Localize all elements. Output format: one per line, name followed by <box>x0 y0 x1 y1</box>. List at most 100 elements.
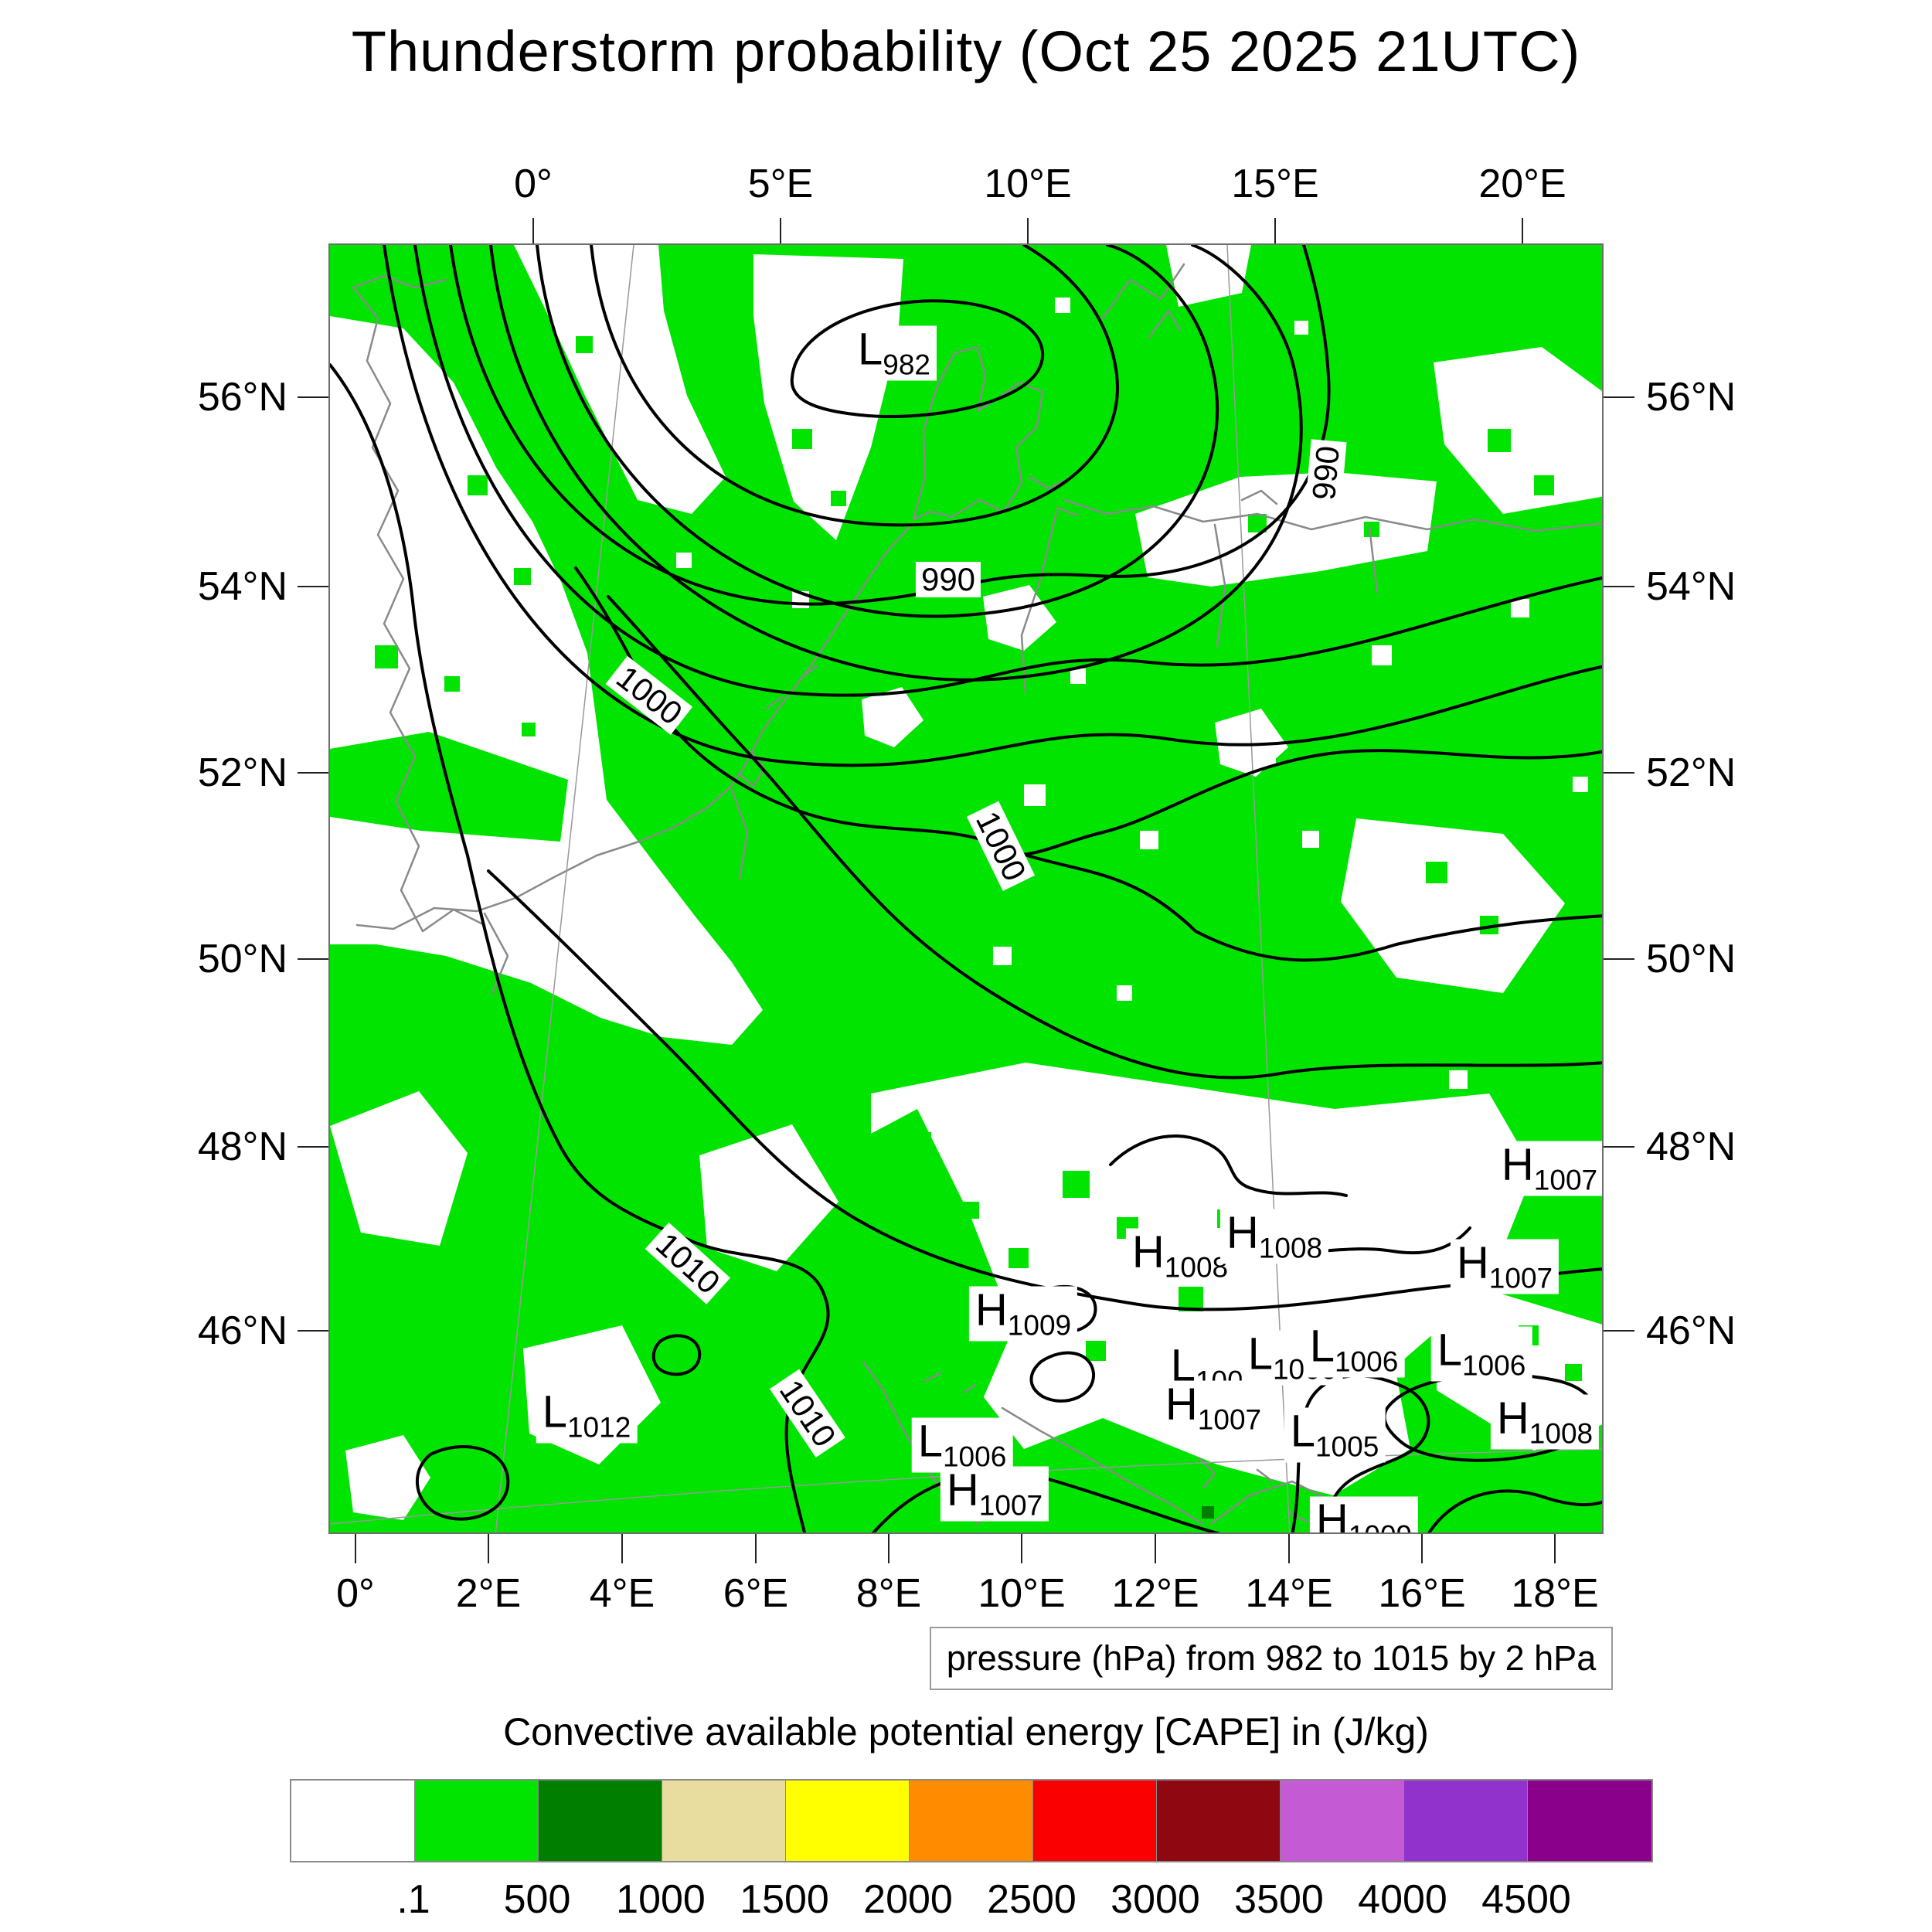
left-axis-tick <box>298 772 328 774</box>
bottom-axis-label: 4°E <box>589 1571 655 1616</box>
pressure-center-letter: L <box>1170 1340 1196 1391</box>
bottom-axis-label: 14°E <box>1245 1571 1333 1616</box>
right-axis-label: 48°N <box>1646 1124 1736 1169</box>
cape-swatch-7 <box>1157 1781 1281 1861</box>
pressure-center-H1008: H1008 <box>1490 1394 1600 1450</box>
left-axis-label: 46°N <box>197 1308 287 1353</box>
bottom-axis-tick <box>1288 1534 1290 1563</box>
pressure-center-H1007: H1007 <box>1158 1379 1268 1436</box>
left-axis-tick <box>298 396 328 398</box>
left-axis-label: 54°N <box>197 564 287 609</box>
bottom-axis-tick <box>755 1534 757 1563</box>
pressure-caption: pressure (hPa) from 982 to 1015 by 2 hPa <box>930 1627 1613 1690</box>
bottom-axis-label: 8°E <box>855 1571 922 1616</box>
left-axis-label: 48°N <box>197 1124 287 1169</box>
top-axis-label: 20°E <box>1478 162 1566 206</box>
pressure-center-value: 1005 <box>1315 1430 1379 1463</box>
cape-colorbar <box>290 1779 1653 1862</box>
cape-swatch-10 <box>1528 1781 1651 1861</box>
cape-swatch-9 <box>1404 1781 1528 1861</box>
cape-swatch-2 <box>539 1781 662 1861</box>
pressure-center-value: 1012 <box>566 1411 631 1444</box>
cape-scale-label: 4500 <box>1481 1877 1571 1922</box>
cape-swatch-6 <box>1033 1781 1157 1861</box>
bottom-axis-label: 16°E <box>1378 1571 1466 1616</box>
cape-swatch-3 <box>662 1781 786 1861</box>
top-axis-tick <box>780 218 781 243</box>
cape-scale-label: 4000 <box>1358 1877 1447 1922</box>
pressure-center-letter: H <box>1165 1379 1198 1430</box>
left-axis-tick <box>298 1330 328 1332</box>
pressure-center-letter: L <box>1309 1321 1335 1372</box>
pressure-center-value: 1006 <box>942 1440 1007 1473</box>
top-axis-label: 5°E <box>747 162 814 206</box>
bottom-axis-tick <box>1155 1534 1156 1563</box>
pressure-center-letter: H <box>1131 1226 1165 1277</box>
pressure-center-H1008: H1008 <box>1125 1226 1235 1284</box>
cape-scale-label: 3500 <box>1234 1877 1324 1922</box>
pressure-center-letter: L <box>917 1416 943 1467</box>
left-axis-tick <box>298 958 328 960</box>
pressure-center-value: 1008 <box>1258 1232 1323 1264</box>
right-axis-tick <box>1604 396 1634 398</box>
right-axis-label: 54°N <box>1646 564 1736 609</box>
right-axis-tick <box>1604 1146 1634 1148</box>
pressure-center-H1007: H1007 <box>1495 1139 1602 1196</box>
top-axis-label: 15°E <box>1231 162 1319 206</box>
pressure-center-letter: L <box>1290 1406 1315 1457</box>
pressure-center-L1005: L1005 <box>1284 1406 1386 1463</box>
weather-map-svg <box>330 245 1602 1532</box>
right-axis-label: 52°N <box>1646 750 1736 795</box>
bottom-axis-label: 2°E <box>455 1571 522 1616</box>
map-panel: 990 990 1000 1000 1010 1010 L982 H1008 H1008 H100… <box>328 243 1604 1534</box>
pressure-center-value: 1006 <box>1461 1349 1526 1382</box>
cape-scale-label: .1 <box>396 1877 430 1922</box>
pressure-center-value: 1007 <box>1533 1164 1598 1196</box>
right-axis-tick <box>1604 772 1634 774</box>
bottom-axis-tick <box>1021 1534 1022 1563</box>
bottom-axis-tick <box>621 1534 623 1563</box>
pressure-center-letter: L <box>1437 1325 1462 1376</box>
right-axis-tick <box>1604 958 1634 960</box>
pressure-center-value: 982 <box>883 349 930 381</box>
bottom-axis-tick <box>888 1534 889 1563</box>
pressure-center-letter: H <box>1501 1139 1534 1190</box>
pressure-center-letter: L <box>542 1386 567 1437</box>
pressure-center-value: 1006 <box>1334 1345 1399 1378</box>
pressure-center-H1007: H1007 <box>940 1466 1049 1522</box>
top-axis-tick <box>1274 218 1276 243</box>
top-axis-label: 0° <box>514 162 553 206</box>
pressure-center-letter: L <box>1247 1328 1273 1379</box>
cape-swatch-4 <box>786 1781 910 1861</box>
page-title: Thunderstorm probability (Oct 25 2025 21… <box>351 19 1581 83</box>
bottom-axis-label: 6°E <box>723 1571 789 1616</box>
pressure-center-H1008: H1008 <box>1219 1209 1329 1264</box>
cape-scale-label: 500 <box>503 1877 571 1922</box>
pressure-center-letter: L <box>858 324 883 375</box>
cape-scale-label: 2000 <box>863 1877 953 1922</box>
left-axis-label: 50°N <box>197 937 287 981</box>
left-axis-tick <box>298 586 328 587</box>
bottom-axis-label: 12°E <box>1111 1571 1199 1616</box>
bottom-axis-tick <box>1421 1534 1423 1563</box>
pressure-center-value: 1008 <box>1529 1417 1594 1450</box>
pressure-center-value: 1007 <box>978 1489 1043 1522</box>
cape-scale-label: 1000 <box>616 1877 706 1922</box>
pressure-center-value: 1009 <box>1007 1309 1072 1342</box>
left-axis-tick <box>298 1146 328 1148</box>
cape-swatch-1 <box>415 1781 539 1861</box>
bottom-axis-label: 0° <box>336 1571 375 1616</box>
right-axis-label: 46°N <box>1646 1308 1736 1353</box>
pressure-center-value: 1009 <box>1349 1520 1412 1533</box>
bottom-axis-label: 10°E <box>978 1571 1066 1616</box>
left-axis-label: 56°N <box>197 375 287 420</box>
top-axis-tick <box>1522 218 1523 243</box>
cape-scale-label: 1500 <box>740 1877 829 1922</box>
top-axis-tick <box>1027 218 1029 243</box>
pressure-center-value: 1007 <box>1488 1262 1553 1294</box>
pressure-center-letter: H <box>1456 1237 1489 1288</box>
bottom-axis-tick <box>1554 1534 1556 1563</box>
pressure-center-H1009: H1009 <box>1309 1496 1419 1533</box>
pressure-center-L1006: L1006 <box>1303 1321 1405 1378</box>
